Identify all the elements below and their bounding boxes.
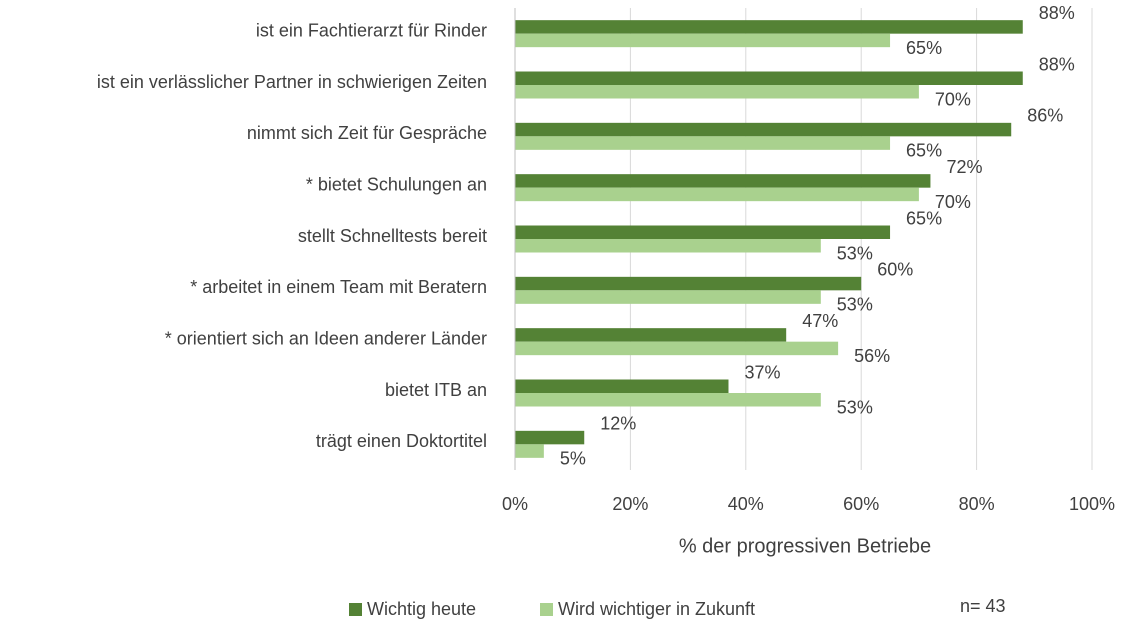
data-label: 53% [837,397,873,417]
data-label: 56% [854,346,890,366]
x-tick-label: 40% [728,494,764,514]
x-tick-label: 20% [612,494,648,514]
x-axis-label: % der progressiven Betriebe [679,535,931,557]
bar [515,20,1023,34]
legend-swatch [349,603,362,616]
data-label: 72% [946,157,982,177]
y-tick-label: * arbeitet in einem Team mit Beratern [190,277,487,297]
bar [515,276,862,291]
bar [515,85,919,99]
data-label: 37% [744,362,780,382]
data-label: 12% [600,414,636,434]
legend-label: Wird wichtiger in Zukunft [558,599,755,619]
bar [515,239,821,253]
x-tick-label: 100% [1069,494,1115,514]
bar [515,379,729,393]
y-tick-label: bietet ITB an [385,380,487,400]
x-tick-label: 60% [843,494,879,514]
bar [515,393,821,407]
data-label: 47% [802,311,838,331]
data-label: 70% [935,192,971,212]
y-tick-label: * orientiert sich an Ideen anderer Lände… [165,328,487,348]
y-tick-label: stellt Schnelltests bereit [298,226,487,246]
bar [515,444,544,458]
x-tick-label: 0% [502,494,528,514]
bar [515,122,1012,137]
y-tick-label: ist ein verlässlicher Partner in schwier… [97,72,487,92]
legend-swatch [540,603,553,616]
data-label: 53% [837,295,873,315]
bar [515,341,839,356]
data-label: 65% [906,208,942,228]
data-label: 70% [935,89,971,109]
annotation: n= 43 [960,596,1006,616]
bar [515,328,787,342]
data-label: 88% [1039,3,1075,23]
y-tick-label: nimmt sich Zeit für Gespräche [247,123,487,143]
bar [515,33,891,48]
x-tick-label: 80% [959,494,995,514]
bar [515,187,919,202]
bar [515,225,891,239]
bar [515,290,821,304]
data-label: 65% [906,141,942,161]
y-tick-label: ist ein Fachtierarzt für Rinder [256,20,487,40]
data-label: 65% [906,38,942,58]
data-label: 86% [1027,106,1063,126]
legend-label: Wichtig heute [367,599,476,619]
y-tick-label: trägt einen Doktortitel [316,431,487,451]
bar [515,136,891,150]
data-label: 5% [560,449,586,469]
bar [515,174,931,188]
data-label: 53% [837,243,873,263]
data-label: 88% [1039,54,1075,74]
y-tick-label: * bietet Schulungen an [306,174,487,194]
bar [515,71,1023,85]
bar [515,430,585,445]
data-label: 60% [877,260,913,280]
